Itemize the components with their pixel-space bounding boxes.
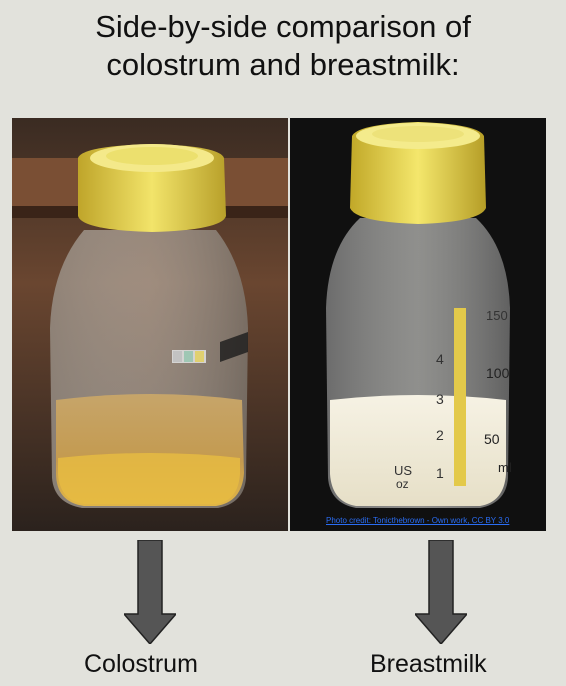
bottle-ml-100: 100 <box>486 365 510 381</box>
down-arrow-icon-right <box>415 540 467 644</box>
colostrum-photo <box>12 118 288 531</box>
title-line-1: Side-by-side comparison of <box>95 9 471 44</box>
bottle-oz-unit-bottom: oz <box>396 477 409 491</box>
bottle-oz-2: 2 <box>436 427 444 443</box>
down-arrow-icon-left <box>124 540 176 644</box>
breastmilk-photo: 150 100 50 ml 4 3 2 1 US oz <box>290 118 546 531</box>
page-title: Side-by-side comparison of colostrum and… <box>0 8 566 84</box>
bottle-oz-1: 1 <box>436 465 444 481</box>
colostrum-label: Colostrum <box>84 650 198 678</box>
bottle-ml-150: 150 <box>486 308 508 323</box>
title-line-2: colostrum and breastmilk: <box>106 47 460 82</box>
photo-credit-link[interactable]: Photo credit: Tonicthebrown - Own work, … <box>326 516 510 525</box>
bottle-ml-unit: ml <box>498 460 512 475</box>
bottle-oz-4: 4 <box>436 351 444 367</box>
bottle-oz-3: 3 <box>436 391 444 407</box>
bottle-oz-unit-top: US <box>394 463 412 478</box>
bottle-ml-50: 50 <box>484 431 500 447</box>
breastmilk-label: Breastmilk <box>370 650 487 678</box>
